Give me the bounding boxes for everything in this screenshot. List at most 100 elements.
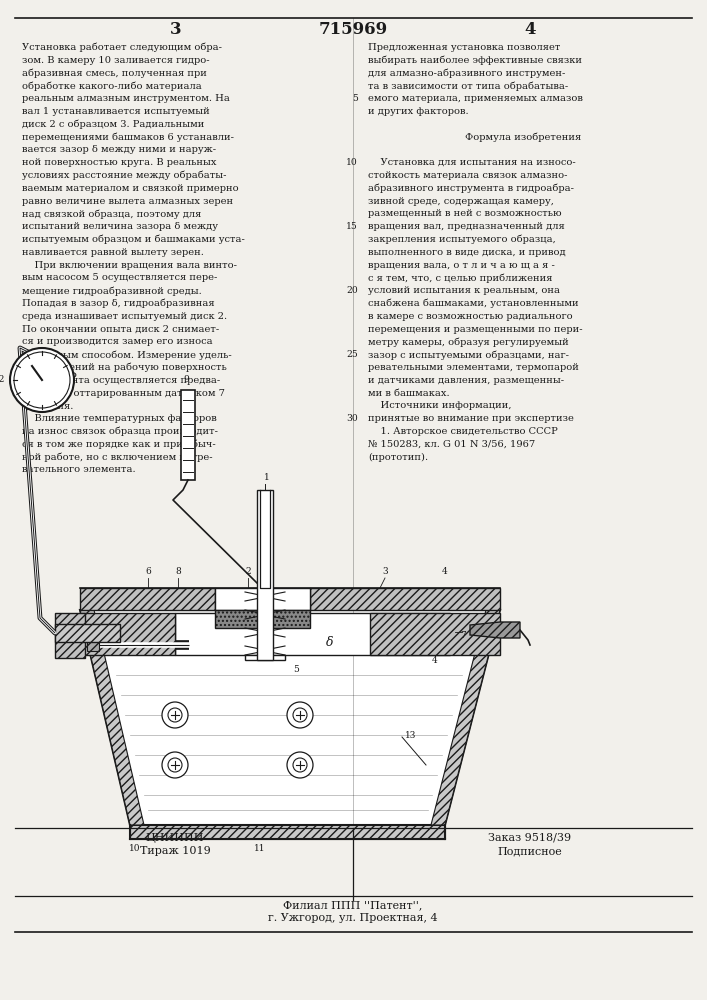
Text: ся и производится замер его износа: ся и производится замер его износа <box>22 337 213 346</box>
Text: рительно оттарированным датчиком 7: рительно оттарированным датчиком 7 <box>22 389 225 398</box>
Text: Подписное: Подписное <box>498 846 562 856</box>
Text: инструмента осуществляется предва-: инструмента осуществляется предва- <box>22 376 221 385</box>
Text: 15: 15 <box>346 222 358 231</box>
Circle shape <box>10 348 74 412</box>
Text: (прототип).: (прототип). <box>368 453 428 462</box>
Text: 30: 30 <box>346 414 358 423</box>
Text: Попадая в зазор δ, гидроабразивная: Попадая в зазор δ, гидроабразивная <box>22 299 215 308</box>
Text: с я тем, что, с целью приближения: с я тем, что, с целью приближения <box>368 273 552 283</box>
Text: та в зависимости от типа обрабатыва-: та в зависимости от типа обрабатыва- <box>368 81 568 91</box>
Text: принятые во внимание при экспертизе: принятые во внимание при экспертизе <box>368 414 574 423</box>
Text: обработке какого-либо материала: обработке какого-либо материала <box>22 81 201 91</box>
Text: 11: 11 <box>255 844 266 853</box>
Text: 3: 3 <box>382 567 388 576</box>
Text: ваемым материалом и связкой примерно: ваемым материалом и связкой примерно <box>22 184 239 193</box>
Text: 10: 10 <box>129 844 141 853</box>
Text: ной работе, но с включением нагре-: ной работе, но с включением нагре- <box>22 453 213 462</box>
Text: метру камеры, образуя регулируемый: метру камеры, образуя регулируемый <box>368 337 568 347</box>
Text: для алмазно-абразивного инструмен-: для алмазно-абразивного инструмен- <box>368 69 566 78</box>
Text: вращения вала, о т л и ч а ю щ а я -: вращения вала, о т л и ч а ю щ а я - <box>368 261 555 270</box>
Text: испытаний величина зазора δ между: испытаний величина зазора δ между <box>22 222 218 231</box>
Text: размещенный в ней с возможностью: размещенный в ней с возможностью <box>368 209 561 218</box>
Circle shape <box>168 708 182 722</box>
Circle shape <box>293 708 307 722</box>
Text: По окончании опыта диск 2 снимает-: По окончании опыта диск 2 снимает- <box>22 325 219 334</box>
Text: ревательными элементами, термопарой: ревательными элементами, термопарой <box>368 363 579 372</box>
Text: При включении вращения вала винто-: При включении вращения вала винто- <box>22 261 237 270</box>
Circle shape <box>168 758 182 772</box>
Text: реальным алмазным инструментом. На: реальным алмазным инструментом. На <box>22 94 230 103</box>
Bar <box>87 639 99 651</box>
Text: емого материала, применяемых алмазов: емого материала, применяемых алмазов <box>368 94 583 103</box>
Text: закрепления испытуемого образца,: закрепления испытуемого образца, <box>368 235 556 244</box>
Text: снабжена башмаками, установленными: снабжена башмаками, установленными <box>368 299 578 308</box>
Text: на износ связок образца производит-: на износ связок образца производит- <box>22 427 218 436</box>
Text: стойкость материала связок алмазно-: стойкость материала связок алмазно- <box>368 171 568 180</box>
Text: 4: 4 <box>525 21 536 38</box>
Text: ЦНИИПИ: ЦНИИПИ <box>146 833 204 843</box>
Circle shape <box>14 352 70 408</box>
Polygon shape <box>80 610 500 825</box>
Polygon shape <box>80 610 144 825</box>
Text: вращения вал, предназначенный для: вращения вал, предназначенный для <box>368 222 565 231</box>
Text: известным способом. Измерение удель-: известным способом. Измерение удель- <box>22 350 232 360</box>
Circle shape <box>162 702 188 728</box>
Text: Источники информации,: Источники информации, <box>368 401 511 410</box>
Text: вым насосом 5 осуществляется пере-: вым насосом 5 осуществляется пере- <box>22 273 217 282</box>
Text: 715969: 715969 <box>318 21 387 38</box>
Text: вается зазор δ между ними и наруж-: вается зазор δ между ними и наруж- <box>22 145 216 154</box>
Text: зивной среде, содержащая камеру,: зивной среде, содержащая камеру, <box>368 197 554 206</box>
Polygon shape <box>431 610 500 825</box>
Text: перемещениями башмаков 6 устанавли-: перемещениями башмаков 6 устанавли- <box>22 133 234 142</box>
Text: Филиал ППП ''Патент'',: Филиал ППП ''Патент'', <box>284 900 423 910</box>
Bar <box>370 613 500 655</box>
Text: 1: 1 <box>264 473 270 482</box>
Text: Тираж 1019: Тираж 1019 <box>139 846 211 856</box>
Circle shape <box>287 702 313 728</box>
Text: 4: 4 <box>442 567 448 576</box>
Text: 5: 5 <box>352 94 358 103</box>
Bar <box>310 588 500 610</box>
Bar <box>181 390 195 480</box>
Text: 10: 10 <box>346 158 358 167</box>
Text: 8: 8 <box>175 567 181 576</box>
Circle shape <box>287 752 313 778</box>
Text: и других факторов.: и других факторов. <box>368 107 469 116</box>
Text: 7: 7 <box>460 631 466 640</box>
Text: Влияние температурных факторов: Влияние температурных факторов <box>22 414 217 423</box>
Text: Установка работает следующим обра-: Установка работает следующим обра- <box>22 43 222 52</box>
Text: диск 2 с образцом 3. Радиальными: диск 2 с образцом 3. Радиальными <box>22 120 204 129</box>
Text: выбирать наиболее эффективные связки: выбирать наиболее эффективные связки <box>368 56 582 65</box>
Circle shape <box>162 752 188 778</box>
Text: условий испытания к реальным, она: условий испытания к реальным, она <box>368 286 560 295</box>
Text: мещение гидроабразивной среды.: мещение гидроабразивной среды. <box>22 286 201 296</box>
Text: 1. Авторское свидетельство СССР: 1. Авторское свидетельство СССР <box>368 427 558 436</box>
Bar <box>215 588 310 610</box>
Text: вательного элемента.: вательного элемента. <box>22 465 136 474</box>
Text: 9: 9 <box>183 375 189 384</box>
Text: ной поверхностью круга. В реальных: ной поверхностью круга. В реальных <box>22 158 216 167</box>
Text: вал 1 устанавливается испытуемый: вал 1 устанавливается испытуемый <box>22 107 210 116</box>
Bar <box>55 624 120 642</box>
Text: испытуемым образцом и башмаками уста-: испытуемым образцом и башмаками уста- <box>22 235 245 244</box>
Text: перемещения и размещенными по пери-: перемещения и размещенными по пери- <box>368 325 583 334</box>
Text: выполненного в виде диска, и привод: выполненного в виде диска, и привод <box>368 248 566 257</box>
Text: 2: 2 <box>245 567 251 576</box>
Bar <box>215 610 310 628</box>
Polygon shape <box>470 622 520 638</box>
Text: № 150283, кл. G 01 N 3/56, 1967: № 150283, кл. G 01 N 3/56, 1967 <box>368 440 535 449</box>
Text: Формула изобретения: Формула изобретения <box>465 133 581 142</box>
Text: абразивная смесь, полученная при: абразивная смесь, полученная при <box>22 69 207 78</box>
Text: 12: 12 <box>0 375 5 384</box>
Text: давления.: давления. <box>22 401 74 410</box>
Text: зом. В камеру 10 заливается гидро-: зом. В камеру 10 заливается гидро- <box>22 56 209 65</box>
Bar <box>55 613 85 658</box>
Text: условиях расстояние между обрабаты-: условиях расстояние между обрабаты- <box>22 171 226 180</box>
Text: ся в том же порядке как и при обыч-: ся в том же порядке как и при обыч- <box>22 440 216 449</box>
Bar <box>130 825 445 839</box>
Text: 6: 6 <box>145 567 151 576</box>
Text: 13: 13 <box>405 730 416 740</box>
Text: 3: 3 <box>170 21 182 38</box>
Text: ных давлений на рабочую поверхность: ных давлений на рабочую поверхность <box>22 363 227 372</box>
Text: 20: 20 <box>346 286 358 295</box>
